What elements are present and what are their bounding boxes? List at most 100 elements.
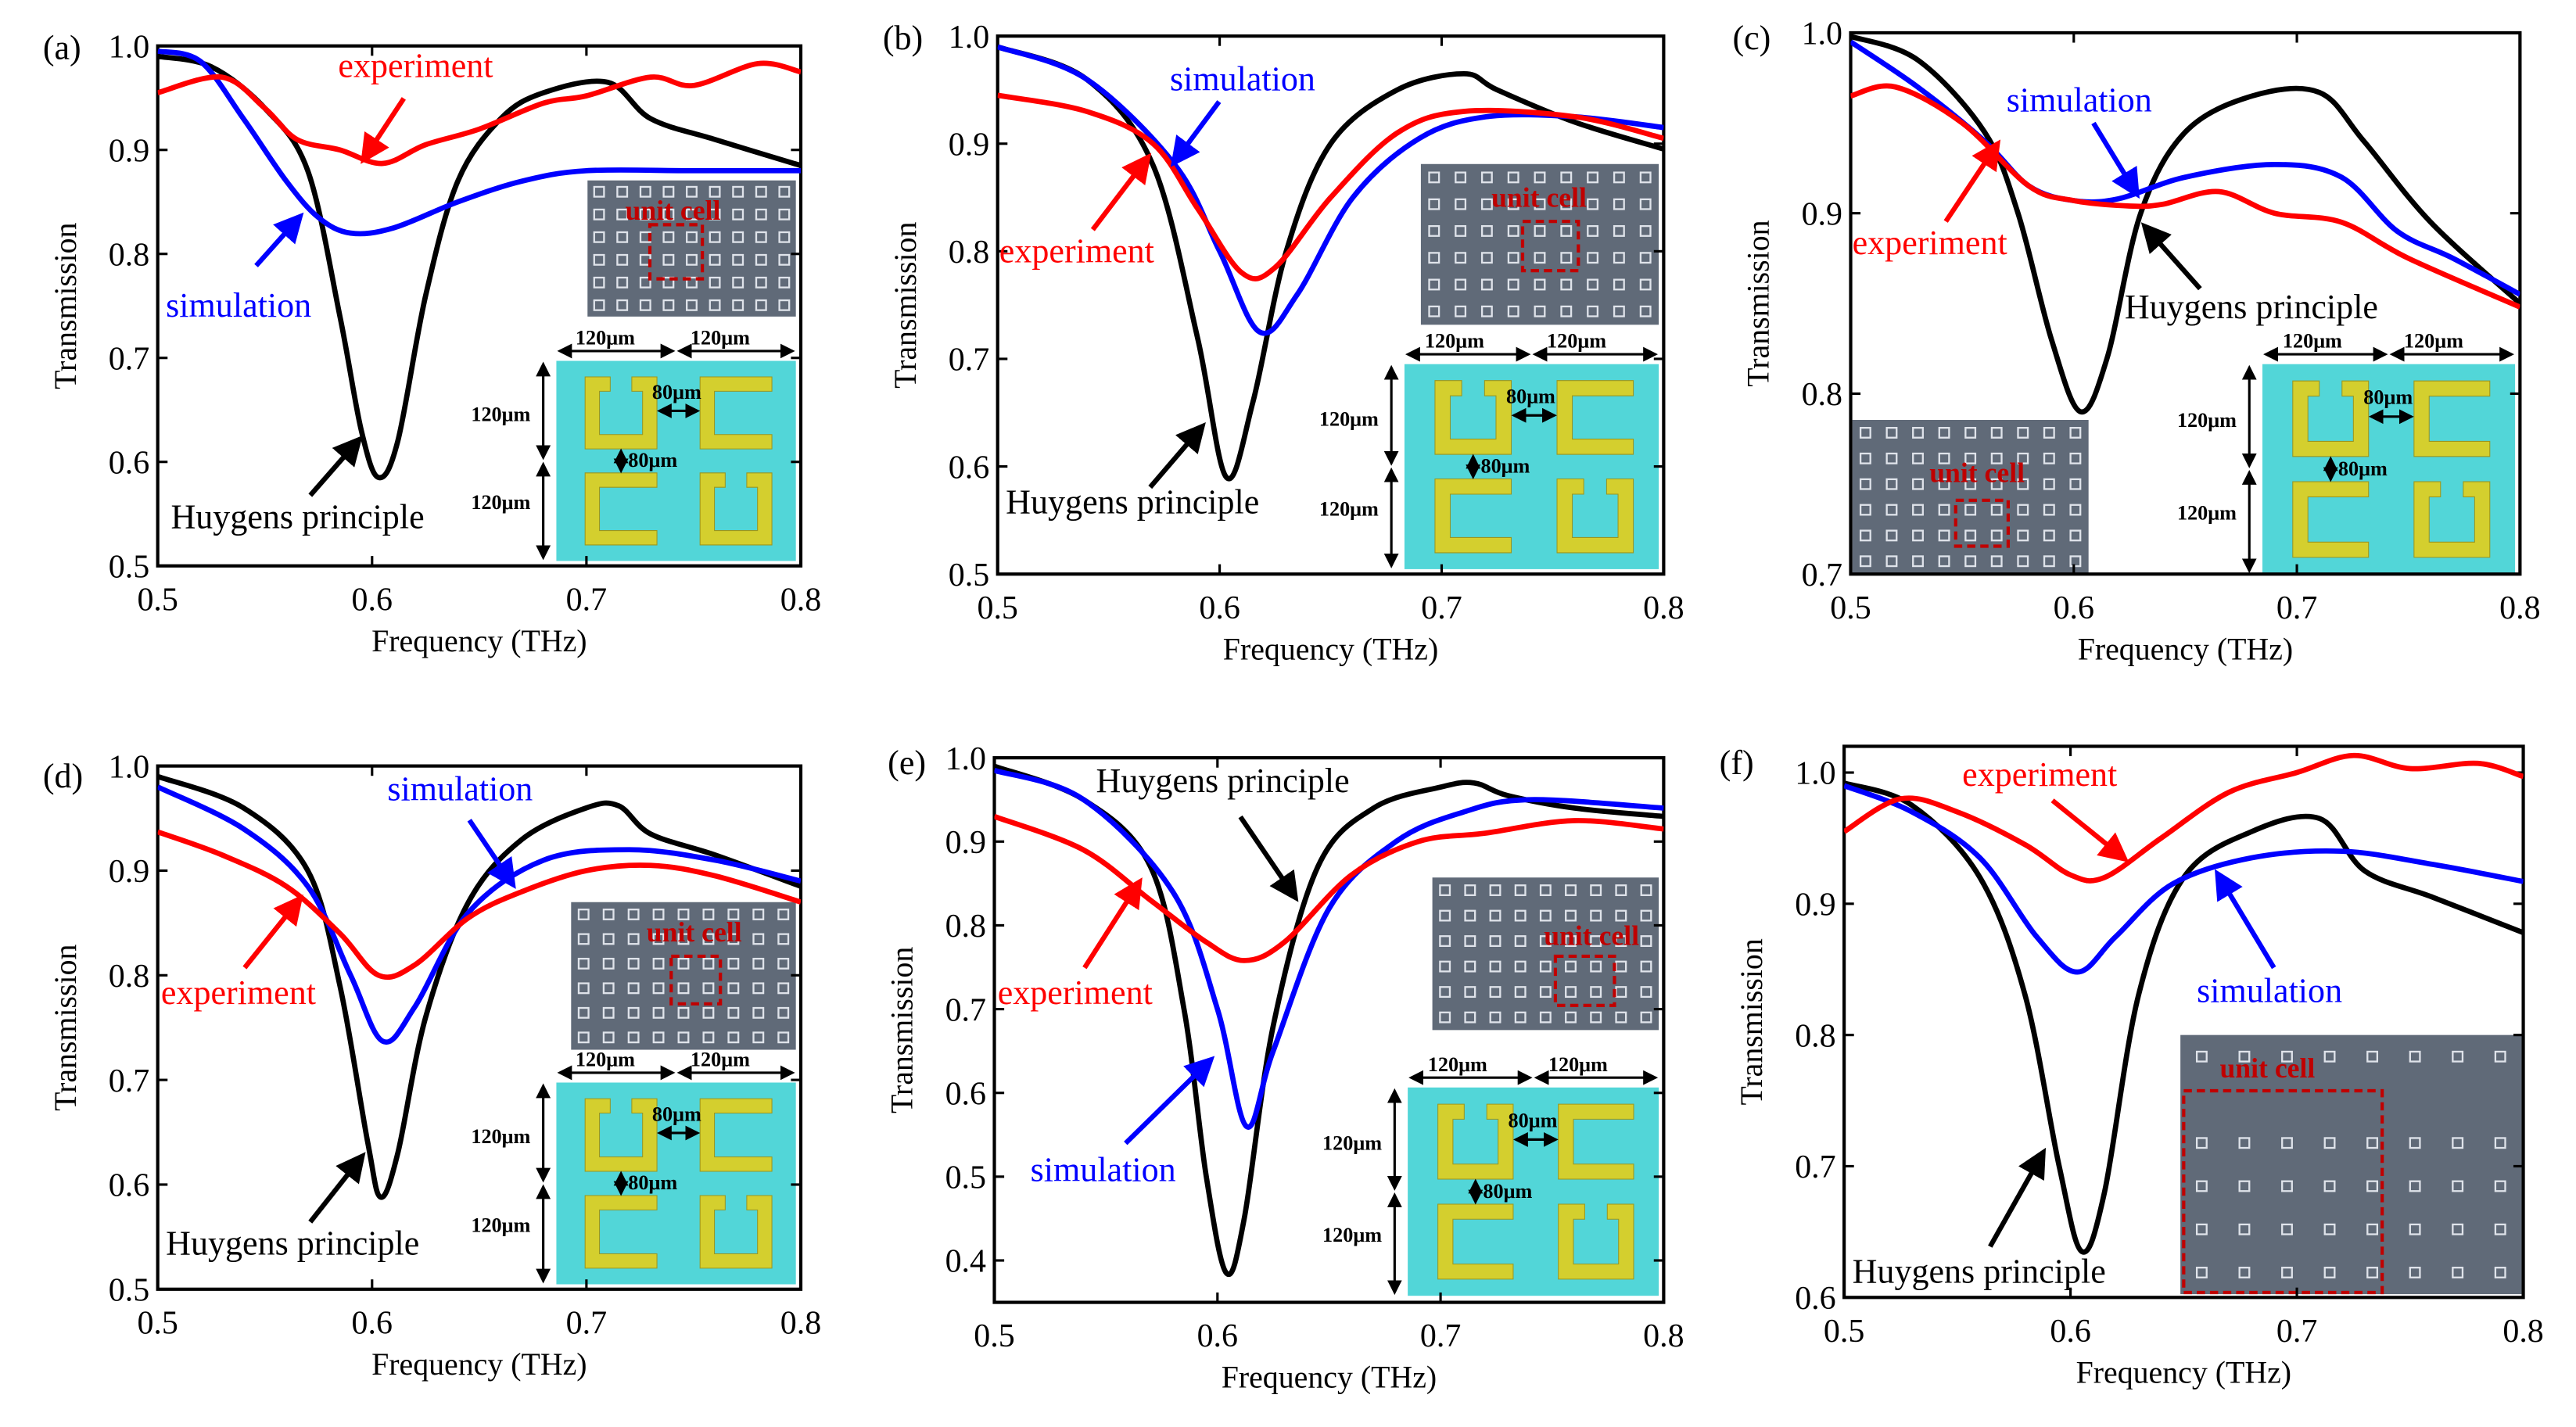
resonator-mark bbox=[2323, 1137, 2336, 1149]
unit-cell-schematic: 120μm 120μm 120μm 120μm 80μm 80μm bbox=[471, 1049, 796, 1285]
y-tick-label: 0.5 bbox=[949, 558, 989, 593]
resonator-mark bbox=[2017, 452, 2029, 464]
y-axis-label: Transmission bbox=[884, 947, 920, 1113]
resonator-mark bbox=[662, 231, 675, 243]
series-line-experiment bbox=[1850, 83, 2520, 310]
resonator-mark bbox=[1859, 555, 1871, 568]
resonator-mark bbox=[752, 982, 765, 995]
unit-cell-schematic: 120μm 120μm 120μm 120μm 80μm 80μm bbox=[2177, 330, 2516, 575]
resonator-mark bbox=[1990, 426, 2003, 439]
split-ring-resonator bbox=[584, 1098, 658, 1172]
dimension-label: 120μm bbox=[471, 491, 530, 514]
annotation-huygens: Huygens principle bbox=[2125, 288, 2378, 326]
resonator-mark bbox=[616, 208, 629, 221]
x-tick-label: 0.8 bbox=[780, 582, 821, 618]
y-tick-label: 0.5 bbox=[109, 549, 149, 585]
resonator-mark bbox=[702, 957, 715, 970]
resonator-mark bbox=[1455, 224, 1467, 237]
annotation-experiment: experiment bbox=[1853, 224, 2007, 262]
resonator-mark bbox=[1938, 504, 1950, 516]
resonator-mark bbox=[1912, 452, 1924, 464]
resonator-mark bbox=[593, 253, 605, 266]
series-line-simulation bbox=[157, 784, 801, 1045]
resonator-mark bbox=[1990, 478, 2003, 490]
dimension-label: 120μm bbox=[2177, 501, 2237, 524]
resonator-mark bbox=[2238, 1267, 2251, 1278]
resonator-mark bbox=[702, 909, 715, 920]
resonator-mark bbox=[752, 957, 765, 970]
resonator-mark bbox=[778, 208, 791, 221]
resonator-mark bbox=[1439, 909, 1451, 922]
series-line-simulation bbox=[997, 44, 1664, 336]
y-tick-label: 1.0 bbox=[945, 741, 986, 777]
resonator-mark bbox=[1885, 529, 1898, 542]
y-axis-label: Transmission bbox=[48, 222, 83, 389]
annotation-arrow bbox=[308, 435, 363, 497]
resonator-mark bbox=[1428, 252, 1440, 264]
resonator-mark bbox=[727, 957, 740, 970]
resonator-mark bbox=[778, 253, 791, 266]
resonator-mark bbox=[677, 1031, 690, 1044]
resonator-mark bbox=[686, 299, 698, 311]
resonator-mark bbox=[732, 185, 744, 198]
resonator-mark bbox=[686, 276, 698, 289]
panel-label: (e) bbox=[888, 744, 926, 782]
x-tick-label: 0.7 bbox=[566, 582, 607, 618]
resonator-mark bbox=[662, 299, 675, 311]
resonator-mark bbox=[2409, 1180, 2421, 1192]
panel-label: (a) bbox=[43, 29, 81, 67]
sem-background bbox=[1420, 163, 1659, 325]
resonator-mark bbox=[755, 231, 767, 243]
x-tick-label: 0.8 bbox=[2502, 1314, 2543, 1350]
x-tick-label: 0.6 bbox=[352, 582, 393, 618]
annotation-arrow bbox=[1943, 139, 2001, 223]
resonator-mark bbox=[2238, 1137, 2251, 1149]
resonator-mark bbox=[1455, 305, 1467, 317]
x-tick-label: 0.8 bbox=[2499, 590, 2540, 626]
series-line-experiment bbox=[157, 60, 801, 167]
resonator-mark bbox=[1480, 278, 1493, 291]
resonator-mark bbox=[2195, 1050, 2208, 1063]
annotation-simulation: simulation bbox=[1170, 59, 1315, 98]
series-line-experiment bbox=[994, 813, 1664, 963]
resonator-mark bbox=[662, 185, 675, 198]
resonator-mark bbox=[1560, 224, 1573, 237]
resonator-mark bbox=[1539, 1011, 1552, 1024]
resonator-mark bbox=[1590, 909, 1602, 922]
resonator-mark bbox=[709, 276, 721, 289]
resonator-mark bbox=[677, 982, 690, 995]
resonator-mark bbox=[1464, 935, 1476, 948]
split-ring-resonator bbox=[1558, 1203, 1634, 1280]
resonator-mark bbox=[755, 185, 767, 198]
resonator-mark bbox=[755, 253, 767, 266]
resonator-mark bbox=[2238, 1050, 2251, 1063]
resonator-mark bbox=[1613, 305, 1625, 317]
panel-label: (b) bbox=[883, 19, 923, 57]
resonator-mark bbox=[1428, 224, 1440, 237]
resonator-mark bbox=[2017, 478, 2029, 490]
dimension-label: 80μm bbox=[1506, 385, 1555, 408]
split-ring-resonator bbox=[1434, 479, 1512, 554]
x-axis-label: Frequency (THz) bbox=[2078, 631, 2293, 666]
resonator-mark bbox=[1938, 452, 1950, 464]
resonator-mark bbox=[2043, 555, 2055, 568]
resonator-mark bbox=[1507, 278, 1519, 291]
resonator-mark bbox=[702, 1006, 715, 1019]
resonator-mark bbox=[1455, 278, 1467, 291]
annotation-simulation: simulation bbox=[387, 770, 533, 809]
resonator-mark bbox=[1912, 426, 1924, 439]
resonator-mark bbox=[1587, 305, 1599, 317]
y-axis-label: Transmission bbox=[888, 221, 923, 388]
resonator-mark bbox=[639, 185, 651, 198]
resonator-mark bbox=[677, 909, 690, 920]
sem-image-inset: unit cell bbox=[571, 902, 796, 1050]
resonator-mark bbox=[1990, 452, 2003, 464]
resonator-mark bbox=[2195, 1137, 2208, 1149]
y-tick-label: 1.0 bbox=[1795, 756, 1835, 792]
resonator-mark bbox=[602, 1031, 615, 1044]
annotation-experiment: experiment bbox=[338, 47, 493, 85]
y-axis-label: Transmission bbox=[1741, 220, 1776, 386]
resonator-mark bbox=[577, 909, 590, 920]
resonator-mark bbox=[1464, 884, 1476, 896]
